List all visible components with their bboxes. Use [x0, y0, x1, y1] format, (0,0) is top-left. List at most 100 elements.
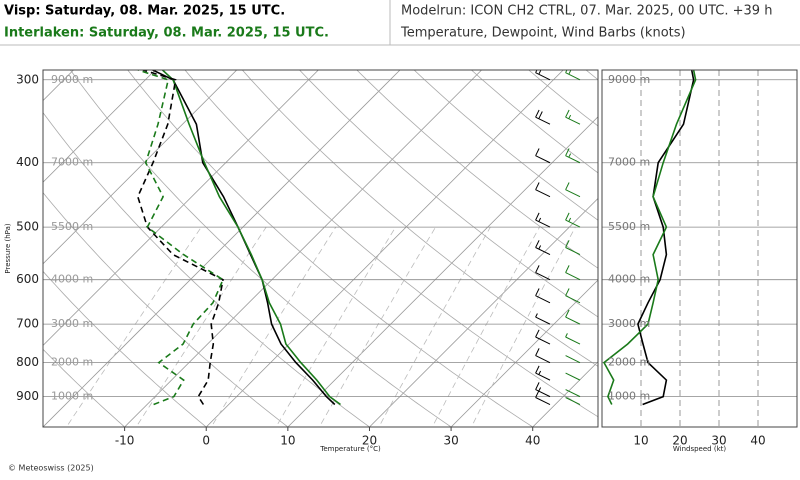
- x-tick-label: 40: [750, 434, 765, 448]
- y-tick-label: 800: [16, 355, 39, 369]
- x-axis-label: Temperature (°C): [319, 445, 381, 453]
- y-tick-label: 700: [16, 317, 39, 331]
- height-label: 4000 m: [608, 273, 650, 286]
- height-label: 1000 m: [51, 390, 93, 403]
- wind-barb: [535, 365, 551, 381]
- wind-barb: [535, 212, 551, 228]
- y-tick-label: 400: [16, 155, 39, 169]
- height-label: 2000 m: [51, 356, 93, 369]
- x-tick-label: 10: [280, 434, 295, 448]
- dry-adiabat: [241, 70, 598, 367]
- height-label: 3000 m: [608, 317, 650, 330]
- height-label: 7000 m: [51, 156, 93, 169]
- dewpoint-line: [137, 70, 225, 406]
- mixing-ratio-line: [378, 226, 491, 427]
- mixing-ratio-line: [431, 226, 540, 427]
- dry-adiabat: [43, 348, 126, 427]
- y-tick-label: 300: [16, 72, 39, 86]
- title-station2: Interlaken: Saturday, 08. Mar. 2025, 15 …: [4, 26, 329, 41]
- mixing-ratio-line: [318, 226, 436, 427]
- wind-barb: [535, 265, 551, 281]
- mixing-ratio-line: [65, 226, 202, 427]
- wind-barb: [535, 70, 551, 81]
- wind-barb: [535, 382, 551, 398]
- dewpoint-line: [136, 70, 224, 405]
- wind-barb: [535, 288, 551, 304]
- height-label: 9000 m: [608, 73, 650, 86]
- y-axis-label: Pressure (hPa): [4, 223, 12, 273]
- isotherm: [43, 70, 238, 265]
- x-axis-label: Windspeed (kt): [673, 445, 726, 453]
- dry-adiabat: [298, 70, 598, 318]
- y-tick-label: 600: [16, 272, 39, 286]
- dry-adiabat: [590, 27, 800, 441]
- height-label: 5500 m: [608, 220, 650, 233]
- isotherm: [696, 70, 800, 427]
- x-tick-label: 0: [202, 434, 210, 448]
- x-tick-label: 30: [711, 434, 726, 448]
- wind-barb: [535, 109, 551, 125]
- isotherm: [532, 361, 598, 427]
- wind-barb: [565, 70, 581, 81]
- wind-barb: [565, 333, 581, 345]
- isotherm: [43, 70, 319, 346]
- height-label: 7000 m: [608, 156, 650, 169]
- y-tick-label: 500: [16, 220, 39, 234]
- windspeed-line: [602, 70, 697, 405]
- temperature-line: [161, 70, 341, 406]
- y-tick-label: 900: [16, 389, 39, 403]
- wind-barb: [565, 240, 581, 256]
- height-label: 2000 m: [608, 356, 650, 369]
- mixing-ratio-line: [275, 226, 396, 427]
- wind-barb: [535, 390, 551, 405]
- dry-adiabat: [127, 70, 534, 427]
- subtitle: Temperature, Dewpoint, Wind Barbs (knots…: [400, 26, 686, 41]
- wind-barb: [565, 182, 581, 198]
- height-label: 9000 m: [51, 73, 93, 86]
- dry-adiabat: [645, 27, 800, 441]
- dry-adiabat: [184, 70, 598, 418]
- title-station1: Visp: Saturday, 08. Mar. 2025, 15 UTC.: [4, 4, 285, 19]
- dry-adiabat: [69, 70, 452, 427]
- wind-barb: [535, 182, 551, 198]
- windspeed-line: [637, 70, 695, 406]
- x-tick-label: 20: [362, 434, 377, 448]
- wind-barb: [535, 148, 551, 164]
- wind-barb: [565, 288, 581, 304]
- dry-adiabat: [356, 70, 598, 269]
- dry-adiabat: [43, 192, 289, 427]
- profile-frame: [601, 69, 798, 428]
- isotherm: [369, 197, 598, 427]
- dry-adiabat: [585, 70, 598, 81]
- dry-adiabat: [43, 270, 207, 427]
- isotherm: [124, 70, 482, 427]
- wind-barb: [565, 212, 581, 228]
- wind-barb: [565, 309, 581, 325]
- height-label: 3000 m: [51, 317, 93, 330]
- wind-barb: [565, 355, 581, 364]
- wind-barb: [565, 265, 581, 281]
- wind-barb: [535, 329, 551, 345]
- wind-barb: [565, 389, 581, 398]
- isotherm: [43, 70, 156, 183]
- wind-barb: [565, 397, 581, 405]
- wind-barb: [535, 313, 551, 325]
- wind-barb: [565, 109, 581, 125]
- skewt-plot: [43, 27, 800, 441]
- skewt-frame: [42, 69, 599, 428]
- isotherm: [43, 70, 401, 427]
- wind-barb: [535, 240, 551, 256]
- height-label: 4000 m: [51, 273, 93, 286]
- isotherm: [287, 116, 598, 427]
- x-tick-label: 20: [672, 434, 687, 448]
- wind-barb: [535, 348, 551, 364]
- profile-plot: [602, 70, 797, 427]
- dry-adiabat: [43, 111, 371, 427]
- wind-barb: [565, 148, 581, 164]
- isotherm: [450, 279, 598, 427]
- mixing-ratio-line: [210, 226, 337, 427]
- wind-barb: [548, 70, 550, 71]
- height-label: 5500 m: [51, 220, 93, 233]
